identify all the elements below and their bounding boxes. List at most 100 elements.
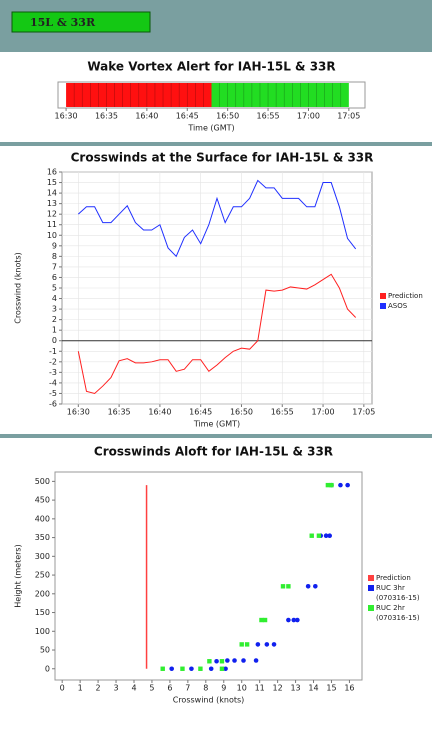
alert-segment — [66, 83, 212, 107]
y-tick-label: -6 — [49, 400, 57, 409]
point — [291, 617, 297, 623]
y-tick-label: 6 — [52, 273, 57, 282]
x-tick-label: 16:55 — [271, 408, 294, 417]
legend-label: Prediction — [376, 574, 411, 582]
point — [232, 658, 237, 663]
x-tick-label: 17:05 — [337, 112, 360, 121]
point — [214, 658, 219, 664]
y-tick-label: 8 — [52, 252, 57, 261]
point — [329, 482, 334, 488]
point — [305, 584, 311, 589]
x-tick-label: 16:30 — [55, 112, 78, 121]
point — [239, 642, 244, 647]
point — [180, 666, 185, 671]
y-tick-label: 100 — [35, 627, 50, 636]
tab[interactable] — [11, 11, 151, 33]
x-tick-label: 17:00 — [312, 408, 335, 417]
x-tick-label: 16:35 — [95, 112, 118, 121]
legend-label: RUC 3hr — [376, 584, 405, 592]
y-tick-label: 400 — [35, 514, 50, 523]
point — [327, 533, 332, 539]
point — [313, 584, 318, 589]
x-tick-label: 16:40 — [135, 112, 158, 121]
point — [189, 666, 194, 672]
x-tick-label: 8 — [203, 684, 208, 693]
x-tick-label: 11 — [255, 684, 265, 693]
x-tick-label: 5 — [149, 684, 154, 693]
legend-note: (070316-15) — [376, 614, 420, 622]
point — [271, 642, 277, 647]
point — [219, 666, 225, 671]
legend-label: RUC 2hr — [376, 604, 405, 612]
legend-swatch — [380, 293, 386, 299]
x-tick-label: 17:05 — [352, 408, 375, 417]
point — [169, 666, 174, 672]
series-line — [77, 273, 357, 395]
point — [198, 666, 203, 671]
x-tick-label: 13 — [290, 684, 300, 693]
y-tick-label: -4 — [49, 378, 57, 387]
point — [280, 584, 286, 589]
x-axis-label: Time (GMT) — [193, 420, 240, 429]
y-tick-label: 1 — [52, 326, 57, 335]
chart-title: Wake Vortex Alert for IAH-15L & 33R — [87, 60, 335, 74]
point — [255, 642, 261, 647]
x-tick-label: 16:50 — [216, 112, 239, 121]
y-tick-label: 9 — [52, 241, 57, 250]
x-tick-label: 16:50 — [230, 408, 253, 417]
y-tick-label: 0 — [52, 336, 57, 345]
y-tick-label: 3 — [52, 305, 57, 314]
legend-swatch — [380, 303, 386, 309]
x-tick-label: 16:45 — [189, 408, 212, 417]
x-tick-label: 15 — [326, 684, 336, 693]
point — [309, 533, 314, 538]
y-tick-label: 10 — [47, 231, 57, 240]
x-axis-label: Crosswind (knots) — [173, 696, 245, 705]
x-tick-label: 1 — [78, 684, 83, 693]
legend-label: Prediction — [388, 292, 423, 300]
y-tick-label: 450 — [35, 496, 50, 505]
point — [244, 642, 250, 647]
alert-segment — [211, 83, 349, 107]
point — [160, 666, 165, 671]
x-tick-label: 9 — [221, 684, 226, 693]
x-tick-label: 16:55 — [257, 112, 280, 121]
tab-label[interactable]: 15L & 33R — [30, 16, 96, 29]
legend-note: (070316-15) — [376, 594, 420, 602]
x-tick-label: 2 — [96, 684, 101, 693]
y-tick-label: 16 — [47, 168, 57, 177]
point — [316, 533, 322, 538]
y-tick-label: 11 — [47, 220, 57, 229]
x-tick-label: 12 — [273, 684, 283, 693]
chart-title: Crosswinds Aloft for IAH-15L & 33R — [94, 445, 333, 459]
x-tick-label: 6 — [167, 684, 172, 693]
plot-area — [54, 471, 363, 681]
y-tick-label: -1 — [49, 347, 57, 356]
point — [286, 584, 291, 589]
point — [207, 659, 212, 664]
y-tick-label: -5 — [49, 389, 57, 398]
x-tick-label: 16 — [344, 684, 354, 693]
chart-title: Crosswinds at the Surface for IAH-15L & … — [71, 151, 374, 165]
point — [262, 617, 268, 623]
legend-swatch — [368, 575, 374, 581]
point — [241, 658, 246, 663]
x-tick-label: 16:35 — [108, 408, 131, 417]
x-tick-label: 14 — [308, 684, 318, 693]
y-axis-label: Height (meters) — [14, 544, 23, 607]
point — [225, 658, 230, 663]
x-tick-label: 10 — [237, 684, 247, 693]
x-tick-label: 16:45 — [176, 112, 199, 121]
point — [208, 666, 214, 672]
y-tick-label: 150 — [35, 608, 50, 617]
y-axis-label: Crosswind (knots) — [14, 252, 23, 324]
y-tick-label: 350 — [35, 533, 50, 542]
x-tick-label: 17:00 — [297, 112, 320, 121]
x-tick-label: 16:30 — [67, 408, 90, 417]
x-tick-label: 16:40 — [148, 408, 171, 417]
y-tick-label: 15 — [47, 178, 57, 187]
y-tick-label: 50 — [40, 646, 50, 655]
legend-label: ASOS — [388, 302, 408, 310]
y-tick-label: -3 — [49, 368, 57, 377]
x-tick-label: 0 — [60, 684, 65, 693]
